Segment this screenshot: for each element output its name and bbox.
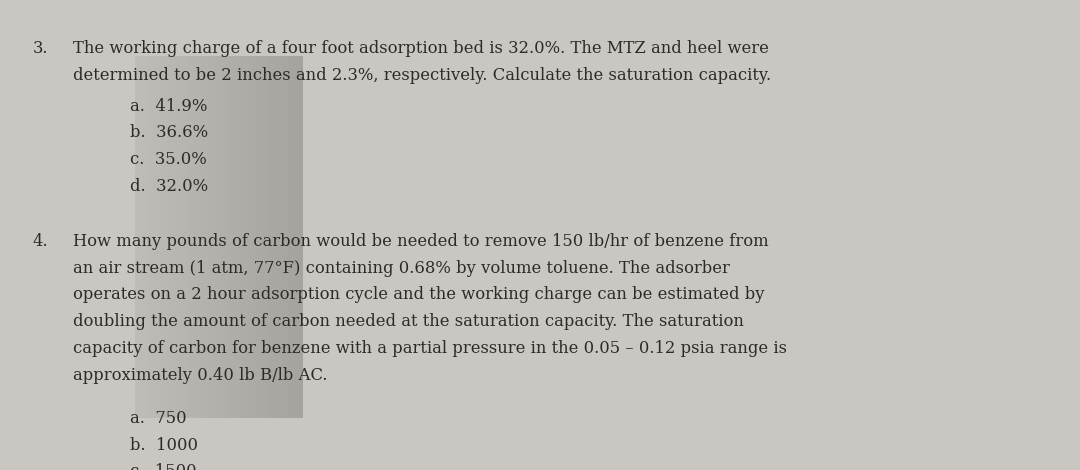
Text: capacity of carbon for benzene with a partial pressure in the 0.05 – 0.12 psia r: capacity of carbon for benzene with a pa… [73,340,787,357]
Text: b.  1000: b. 1000 [130,437,198,454]
Text: approximately 0.40 lb B/lb AC.: approximately 0.40 lb B/lb AC. [73,367,328,384]
Text: operates on a 2 hour adsorption cycle and the working charge can be estimated by: operates on a 2 hour adsorption cycle an… [73,287,765,304]
Text: 4.: 4. [32,233,48,250]
Text: a.  750: a. 750 [130,410,186,427]
Text: c.  35.0%: c. 35.0% [130,151,206,168]
Text: c.  1500: c. 1500 [130,463,197,470]
Text: b.  36.6%: b. 36.6% [130,125,207,141]
Text: an air stream (1 atm, 77°F) containing 0.68% by volume toluene. The adsorber: an air stream (1 atm, 77°F) containing 0… [73,260,730,277]
Text: doubling the amount of carbon needed at the saturation capacity. The saturation: doubling the amount of carbon needed at … [73,313,744,330]
Text: determined to be 2 inches and 2.3%, respectively. Calculate the saturation capac: determined to be 2 inches and 2.3%, resp… [73,67,771,84]
Text: 3.: 3. [32,40,48,57]
Text: d.  32.0%: d. 32.0% [130,178,207,195]
Text: How many pounds of carbon would be needed to remove 150 lb/hr of benzene from: How many pounds of carbon would be neede… [73,233,769,250]
Text: The working charge of a four foot adsorption bed is 32.0%. The MTZ and heel were: The working charge of a four foot adsorp… [73,40,769,57]
Text: a.  41.9%: a. 41.9% [130,98,207,115]
